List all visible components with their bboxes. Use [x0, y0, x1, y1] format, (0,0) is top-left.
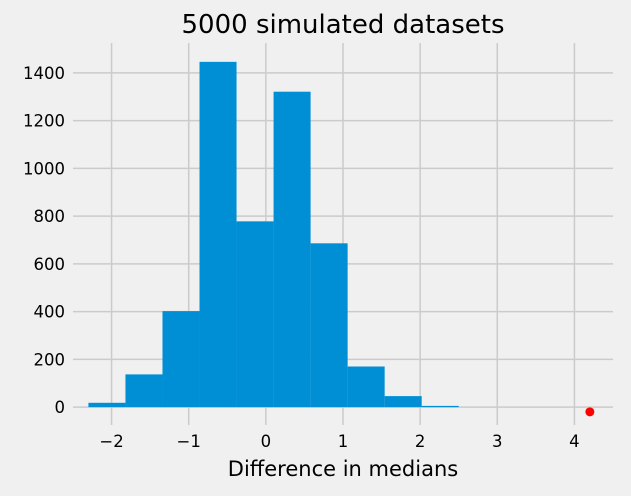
histogram-bar-2	[162, 311, 200, 408]
y-tick-label-0: 0	[55, 398, 66, 417]
histogram-bar-8	[384, 396, 422, 408]
x-axis-label: Difference in medians	[228, 457, 458, 481]
histogram-bar-4	[236, 221, 274, 408]
x-tick-label-3: 1	[338, 432, 349, 451]
x-tick-label-2: 0	[261, 432, 272, 451]
histogram-bars	[88, 61, 459, 408]
x-tick-labels: −2 −1 0 1 2 3 4	[99, 432, 579, 451]
x-tick-label-1: −1	[177, 432, 201, 451]
histogram-bar-0	[88, 402, 126, 408]
histogram-bar-7	[347, 366, 385, 408]
y-tick-label-7: 1400	[23, 64, 65, 83]
y-tick-label-2: 400	[34, 303, 66, 322]
x-tick-label-0: −2	[99, 432, 123, 451]
y-tick-label-4: 800	[34, 207, 66, 226]
x-tick-label-4: 2	[415, 432, 426, 451]
y-tick-labels: 0 200 400 600 800 1000 1200 1400	[23, 64, 65, 417]
observed-value-point	[585, 407, 595, 417]
histogram-bar-6	[310, 243, 348, 408]
y-tick-label-3: 600	[34, 255, 66, 274]
histogram-bar-9	[421, 405, 459, 408]
x-tick-label-6: 4	[569, 432, 580, 451]
histogram-bar-3	[199, 61, 237, 408]
histogram-bar-5	[273, 91, 311, 408]
y-tick-label-1: 200	[34, 350, 66, 369]
observed-marker	[585, 407, 595, 417]
y-tick-label-5: 1000	[23, 159, 65, 178]
histogram-bar-1	[125, 374, 163, 408]
chart-title: 5000 simulated datasets	[182, 10, 505, 40]
x-tick-label-5: 3	[492, 432, 503, 451]
y-tick-label-6: 1200	[23, 112, 65, 131]
